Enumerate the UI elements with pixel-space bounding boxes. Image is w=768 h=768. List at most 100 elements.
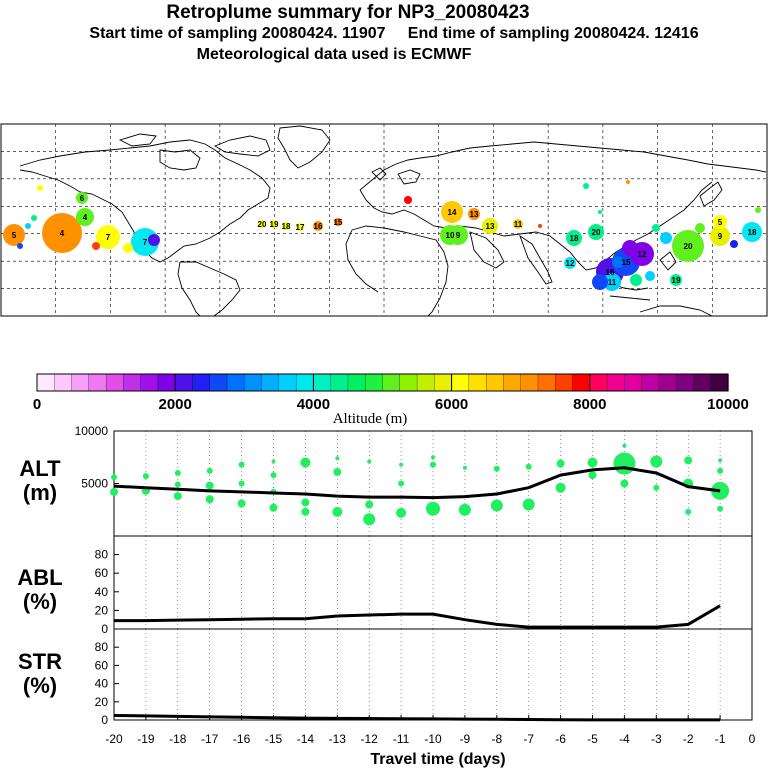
plume-marker [258,220,266,228]
alt-point [270,472,277,479]
abl-ytick-label: 80 [95,548,109,562]
plume-marker [755,207,761,213]
alt-point [684,456,693,465]
plume-marker [713,215,727,229]
alt-point [717,467,724,474]
plume-marker [710,226,730,246]
colorbar-tick-label: 8000 [573,396,606,413]
plume-day-label: 19 [270,220,279,229]
plume-marker [622,240,638,256]
x-tick-label: -4 [619,732,630,746]
alt-ytick-label: 10000 [75,424,109,438]
colorbar-swatch [555,373,574,392]
str-frame [113,628,753,721]
chart-title: Retroplume summary for NP3_20080423 [166,2,530,23]
colorbar-swatch [157,373,176,392]
str-ytick-label: 40 [95,677,109,691]
x-tick-label: -13 [329,732,347,746]
alt-ylabel-bottom: (m) [23,480,57,505]
plume-marker [123,243,133,253]
x-tick-label: -15 [265,732,283,746]
plume-marker [448,225,468,245]
alt-point [556,459,565,468]
abl-ytick-label: 40 [95,585,109,599]
plume-marker [652,224,660,232]
colorbar-swatch [399,373,418,392]
str-ytick-label: 80 [95,640,109,654]
str-ylabel-top: STR [18,649,62,674]
alt-yticks: 10000 5000 [75,424,119,491]
plume-day-label: 19 [672,276,681,285]
abl-ytick-label: 20 [95,603,109,617]
str-ytick-label: 0 [101,713,108,727]
alt-panel: ALT (m) 10000 5000 [19,424,753,537]
str-vertical-grid [145,629,721,720]
x-tick-label: -1 [715,732,726,746]
plume-marker [695,223,705,233]
alt-point [718,458,723,463]
plume-day-label: 16 [314,222,323,231]
colorbar-swatch [382,373,401,392]
sampling-time-subtitle: Start time of sampling 20080424. 11907 E… [89,25,699,42]
alt-point [111,474,117,481]
alt-point [301,507,310,516]
colorbar-swatch [589,373,608,392]
x-tick-label: -18 [169,732,187,746]
alt-point [490,499,503,512]
plume-marker [626,180,630,184]
plume-marker [76,192,88,204]
coastlines [11,125,767,317]
alt-mean-line [113,466,721,500]
x-tick-label: -2 [683,732,694,746]
alt-point [653,484,660,491]
abl-panel: ABL (%) 80 60 40 20 0 [17,535,753,636]
plume-marker [17,243,23,249]
plume-day-label: 7 [106,233,111,242]
plume-day-label: 4 [60,229,65,238]
plume-marker [313,221,323,231]
alt-point [363,513,376,526]
colorbar-swatch [261,373,280,392]
abl-ylabel-top: ABL [17,565,62,590]
alt-point [205,495,214,504]
colorbar-swatch [192,373,211,392]
x-tick-label: -17 [201,732,219,746]
alt-ytick-label: 5000 [81,477,108,491]
colorbar-swatch [416,373,435,392]
plume-marker [482,218,498,234]
alt-point [555,482,566,493]
colorbar-axis-title: Altitude (m) [333,411,408,427]
x-tick-label: -5 [587,732,598,746]
plume-marker [612,256,624,268]
alt-point [396,507,407,518]
plume-day-label: 11 [514,220,523,229]
colorbar-tick-label: 0 [33,396,41,413]
colorbar-swatch [209,373,228,392]
plume-day-label: 13 [470,210,479,219]
plume-marker [513,219,523,229]
plume-marker [37,185,43,191]
alt-point [174,470,181,476]
alt-point [237,499,246,508]
x-tick-label: -9 [460,732,471,746]
colorbar-swatch [330,373,349,392]
plume-day-label: 4 [83,213,88,222]
alt-point [142,473,149,480]
alt-point [365,500,374,509]
colorbar-swatch [572,373,591,392]
plume-marker [296,223,304,231]
plume-day-label: 20 [684,242,693,251]
colorbar-tick-label: 6000 [435,396,468,413]
plume-marker [603,273,621,291]
plume-marker [670,274,682,286]
met-data-subtitle: Meteorological data used is ECMWF [196,46,472,63]
alt-vertical-grid [145,431,721,536]
plume-day-label: 15 [622,258,631,267]
plume-day-label: 18 [282,222,291,231]
colorbar-swatch [520,373,539,392]
plume-day-label: 18 [748,228,757,237]
colorbar-swatch [693,373,712,392]
colorbar-swatch [658,373,677,392]
